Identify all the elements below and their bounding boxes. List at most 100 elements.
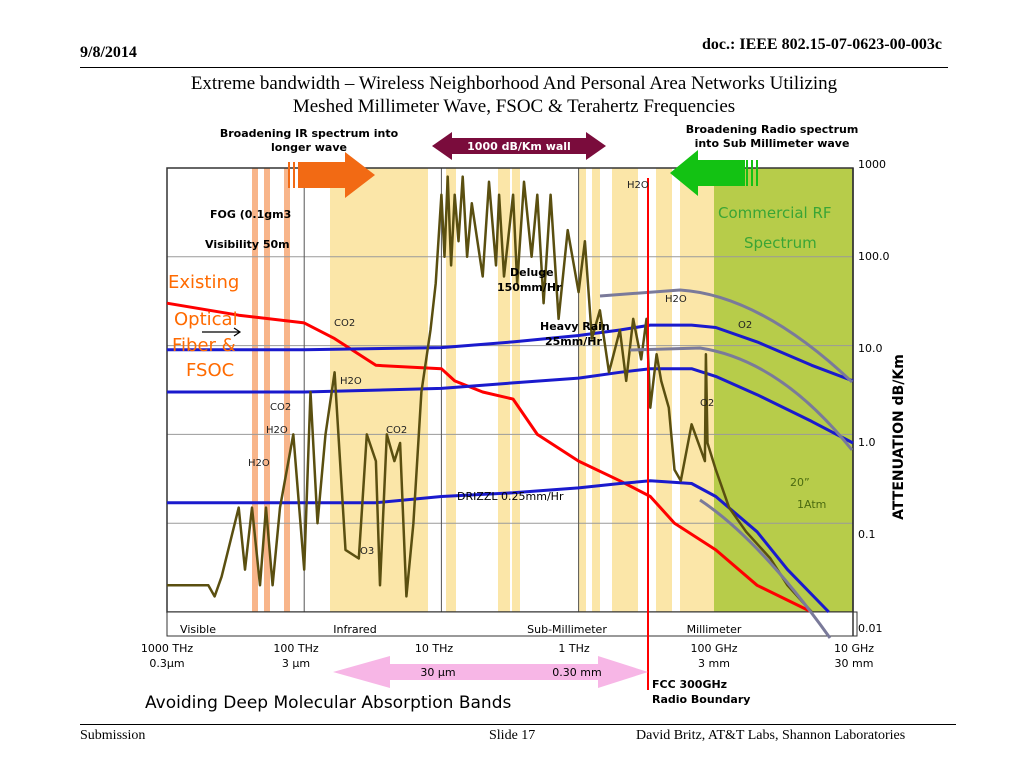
series-line bbox=[166, 301, 813, 614]
sea-level-curve-low bbox=[629, 346, 854, 451]
fcc-label-line-2: Radio Boundary bbox=[652, 693, 750, 706]
slide-title: Extreme bandwidth – Wireless Neighborhoo… bbox=[80, 72, 948, 118]
existing-label: Existing bbox=[168, 272, 239, 293]
band-label: Sub-Millimeter bbox=[527, 623, 607, 636]
series-line bbox=[167, 367, 854, 445]
radio-arrow-label-line-2: into Sub Millimeter wave bbox=[695, 137, 850, 150]
molecule-label: O2 bbox=[738, 320, 752, 331]
y-tick-label: 0.1 bbox=[858, 528, 876, 541]
absorption-caption: Avoiding Deep Molecular Absorption Bands bbox=[145, 693, 511, 713]
window-band bbox=[578, 168, 586, 612]
ir-arrow-tick bbox=[293, 162, 295, 188]
ir-arrow-tick bbox=[298, 162, 300, 188]
radio-arrow-tick bbox=[746, 160, 748, 186]
footer-author: David Britz, AT&T Labs, Shannon Laborato… bbox=[636, 728, 906, 743]
y-tick-label: 100.0 bbox=[858, 250, 890, 263]
x-tick-label: 1000 THz bbox=[141, 642, 193, 655]
footer-slide-number: Slide 17 bbox=[489, 728, 536, 743]
commercial-rf-label-line-2: Spectrum bbox=[744, 234, 817, 252]
x-wavelength-label: 3 µm bbox=[282, 657, 310, 670]
grid-layer bbox=[166, 167, 858, 637]
wavelength-range-arrow bbox=[333, 656, 648, 688]
radio-broadening-arrow bbox=[670, 150, 745, 196]
window-band bbox=[446, 168, 456, 612]
x-tick-label: 10 THz bbox=[415, 642, 453, 655]
footer-submission: Submission bbox=[80, 728, 146, 743]
commercial-rf-label-line-1: Commercial RF bbox=[718, 204, 832, 222]
fsoc-label: FSOC bbox=[186, 360, 234, 381]
laser-band-stripe bbox=[284, 168, 290, 612]
window-band bbox=[512, 168, 520, 612]
pressure-label: 20” bbox=[790, 476, 810, 489]
radio-arrow-label-line-1: Broadening Radio spectrum bbox=[686, 123, 859, 136]
series-line bbox=[167, 175, 813, 613]
fog-label: FOG (0.1gm3 bbox=[210, 208, 291, 221]
slide-title-line-1: Extreme bandwidth – Wireless Neighborhoo… bbox=[190, 73, 838, 94]
molecule-label: H2O bbox=[340, 376, 362, 387]
y-tick-label: 0.01 bbox=[858, 622, 883, 635]
molecule-label: CO2 bbox=[270, 402, 291, 413]
deluge-label-line-1: Deluge bbox=[510, 266, 554, 279]
x-tick-label: 100 GHz bbox=[690, 642, 737, 655]
heavy-rain-label-line-2: 25mm/Hr bbox=[545, 335, 602, 348]
y-tick-label: 1.0 bbox=[858, 436, 876, 449]
laser-band-stripe bbox=[252, 168, 258, 612]
x-tick-label: 100 THz bbox=[273, 642, 318, 655]
x-tick-label: 10 GHz bbox=[834, 642, 874, 655]
molecule-label: CO2 bbox=[334, 318, 355, 329]
wall-arrow bbox=[432, 132, 606, 160]
y-tick-label: 10.0 bbox=[858, 342, 883, 355]
slide-date: 9/8/2014 bbox=[80, 44, 137, 61]
deluge-label-line-2: 150mm/Hr bbox=[497, 281, 562, 294]
molecule-label: H2O bbox=[248, 458, 270, 469]
series-layer bbox=[166, 175, 854, 639]
molecule-label: O3 bbox=[360, 546, 374, 557]
band-label-strip bbox=[166, 611, 858, 637]
heavy-rain-label-line-1: Heavy Rain bbox=[540, 320, 610, 333]
drizzle-label: DRIZZL 0.25mm/Hr bbox=[457, 490, 564, 503]
radio-arrow-tick bbox=[751, 160, 753, 186]
molecule-label: H2O bbox=[665, 294, 687, 305]
window-band bbox=[612, 168, 638, 612]
y-axis-label: ATTENUATION dB/Km bbox=[891, 354, 907, 520]
range-label-start: 30 µm bbox=[420, 666, 455, 679]
ir-broadening-arrow bbox=[300, 152, 375, 198]
footer-divider bbox=[80, 724, 956, 725]
visibility-label: Visibility 50m bbox=[205, 238, 290, 251]
header-divider bbox=[80, 67, 948, 68]
optical-label: Optical bbox=[174, 309, 238, 330]
laser-band-stripe bbox=[264, 168, 270, 612]
fiber-label: Fiber & bbox=[172, 335, 236, 356]
band-label: Infrared bbox=[333, 623, 376, 636]
series-line bbox=[167, 479, 830, 614]
window-band bbox=[498, 168, 510, 612]
ir-arrow-label-line-2: longer wave bbox=[271, 141, 347, 154]
document-id: doc.: IEEE 802.15-07-0623-00-003c bbox=[702, 36, 942, 53]
molecule-label: H2O bbox=[266, 425, 288, 436]
molecule-label: CO2 bbox=[386, 425, 407, 436]
x-wavelength-label: 0.3µm bbox=[149, 657, 184, 670]
radio-arrow-tick bbox=[756, 160, 758, 186]
ir-arrow-tick bbox=[288, 162, 290, 188]
molecule-label: H2O bbox=[627, 180, 649, 191]
fcc-label-line-1: FCC 300GHz bbox=[652, 678, 727, 691]
molecule-label: O2 bbox=[700, 398, 714, 409]
x-wavelength-label: 30 mm bbox=[835, 657, 874, 670]
x-wavelength-label: 3 mm bbox=[698, 657, 730, 670]
optical-pointer-arrow bbox=[202, 327, 242, 337]
atm-label: 1Atm bbox=[797, 498, 826, 511]
sea-level-curve-tail bbox=[699, 498, 832, 639]
band-label: Visible bbox=[180, 623, 216, 636]
band-label: Millimeter bbox=[687, 623, 742, 636]
range-label-end: 0.30 mm bbox=[552, 666, 601, 679]
y-tick-label: 1000 bbox=[858, 158, 886, 171]
overlay-layer: 1000 100.0 10.0 1.0 0.1 0.01 ATTENUATION dB/Km… bbox=[141, 123, 907, 713]
wall-label: 1000 dB/Km wall bbox=[467, 140, 571, 153]
x-tick-label: 1 THz bbox=[558, 642, 589, 655]
commercial-rf-region bbox=[714, 168, 853, 612]
slide-title-line-2: Meshed Millimeter Wave, FSOC & Terahertz… bbox=[292, 96, 736, 117]
ir-arrow-label-line-1: Broadening IR spectrum into bbox=[220, 127, 399, 140]
sea-level-curve-high bbox=[599, 288, 854, 384]
window-band bbox=[592, 168, 600, 612]
